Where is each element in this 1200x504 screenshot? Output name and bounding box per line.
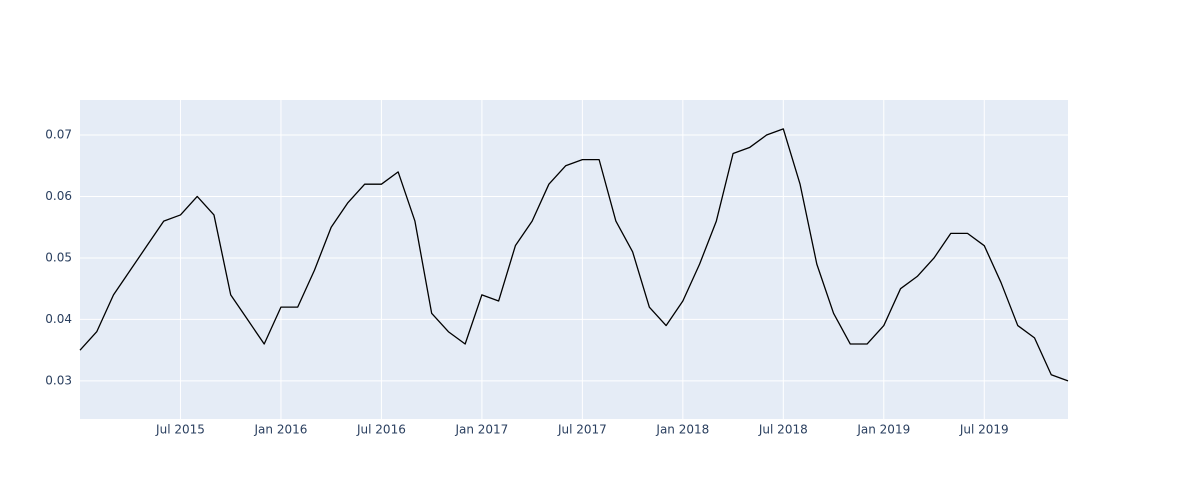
x-tick-label: Jan 2018 (655, 423, 709, 437)
line (79, 128, 1069, 382)
x-tick-label: Jul 2017 (557, 423, 607, 437)
x-tick-label: Jul 2018 (758, 423, 808, 437)
x-tick-label: Jan 2017 (454, 423, 508, 437)
x-tick-label: Jul 2019 (959, 423, 1009, 437)
y-tick-label: 0.06 (45, 189, 72, 203)
y-tick-label: 0.03 (45, 373, 72, 387)
y-tick-label: 0.07 (45, 128, 72, 142)
x-tick-label: Jul 2015 (155, 423, 205, 437)
plot-area (80, 100, 1068, 419)
y-tick-label: 0.05 (45, 250, 72, 264)
x-tick-label: Jul 2016 (356, 423, 406, 437)
x-tick-label: Jan 2019 (856, 423, 910, 437)
y-tick-label: 0.04 (45, 312, 72, 326)
x-tick-label: Jan 2016 (254, 423, 308, 437)
